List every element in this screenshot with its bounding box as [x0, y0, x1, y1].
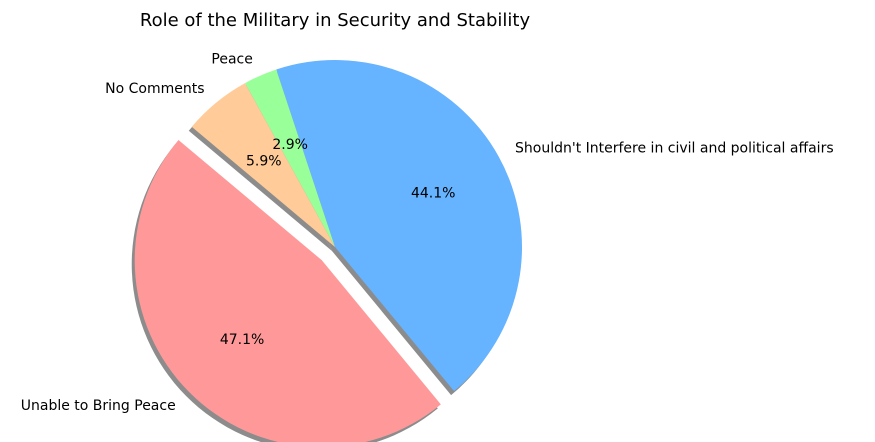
slice-unable-to-bring-peace	[134, 139, 441, 442]
slice-labels: Unable to Bring Peace Shouldn't Interfere…	[21, 51, 834, 414]
slice-label-peace: Peace	[211, 51, 252, 67]
slice-peace	[245, 69, 335, 248]
slice-shouldn-t-interfere-in-civil-and-political-affairs	[276, 60, 523, 392]
slice-percent-labels: 47.1% 44.1% 2.9%5.9%	[220, 137, 456, 348]
slice-percent-unable-to-bring-peace: 47.1%	[220, 332, 264, 348]
slices	[134, 60, 523, 442]
slice-percent-peace: 2.9%	[272, 137, 308, 153]
slice-percent-no-comments: 5.9%	[246, 153, 282, 169]
slice-label-shouldn-t-interfere-in-civil-and-political-affairs: Shouldn't Interfere in civil and politic…	[515, 140, 834, 156]
slice-no-comments	[191, 83, 335, 247]
chart-title: Role of the Military in Security and Sta…	[140, 10, 531, 31]
slice-label-unable-to-bring-peace: Unable to Bring Peace	[21, 398, 176, 414]
slice-percent-shouldn-t-interfere-in-civil-and-political-affairs: 44.1%	[411, 186, 455, 202]
slice-label-no-comments: No Comments	[105, 81, 204, 97]
